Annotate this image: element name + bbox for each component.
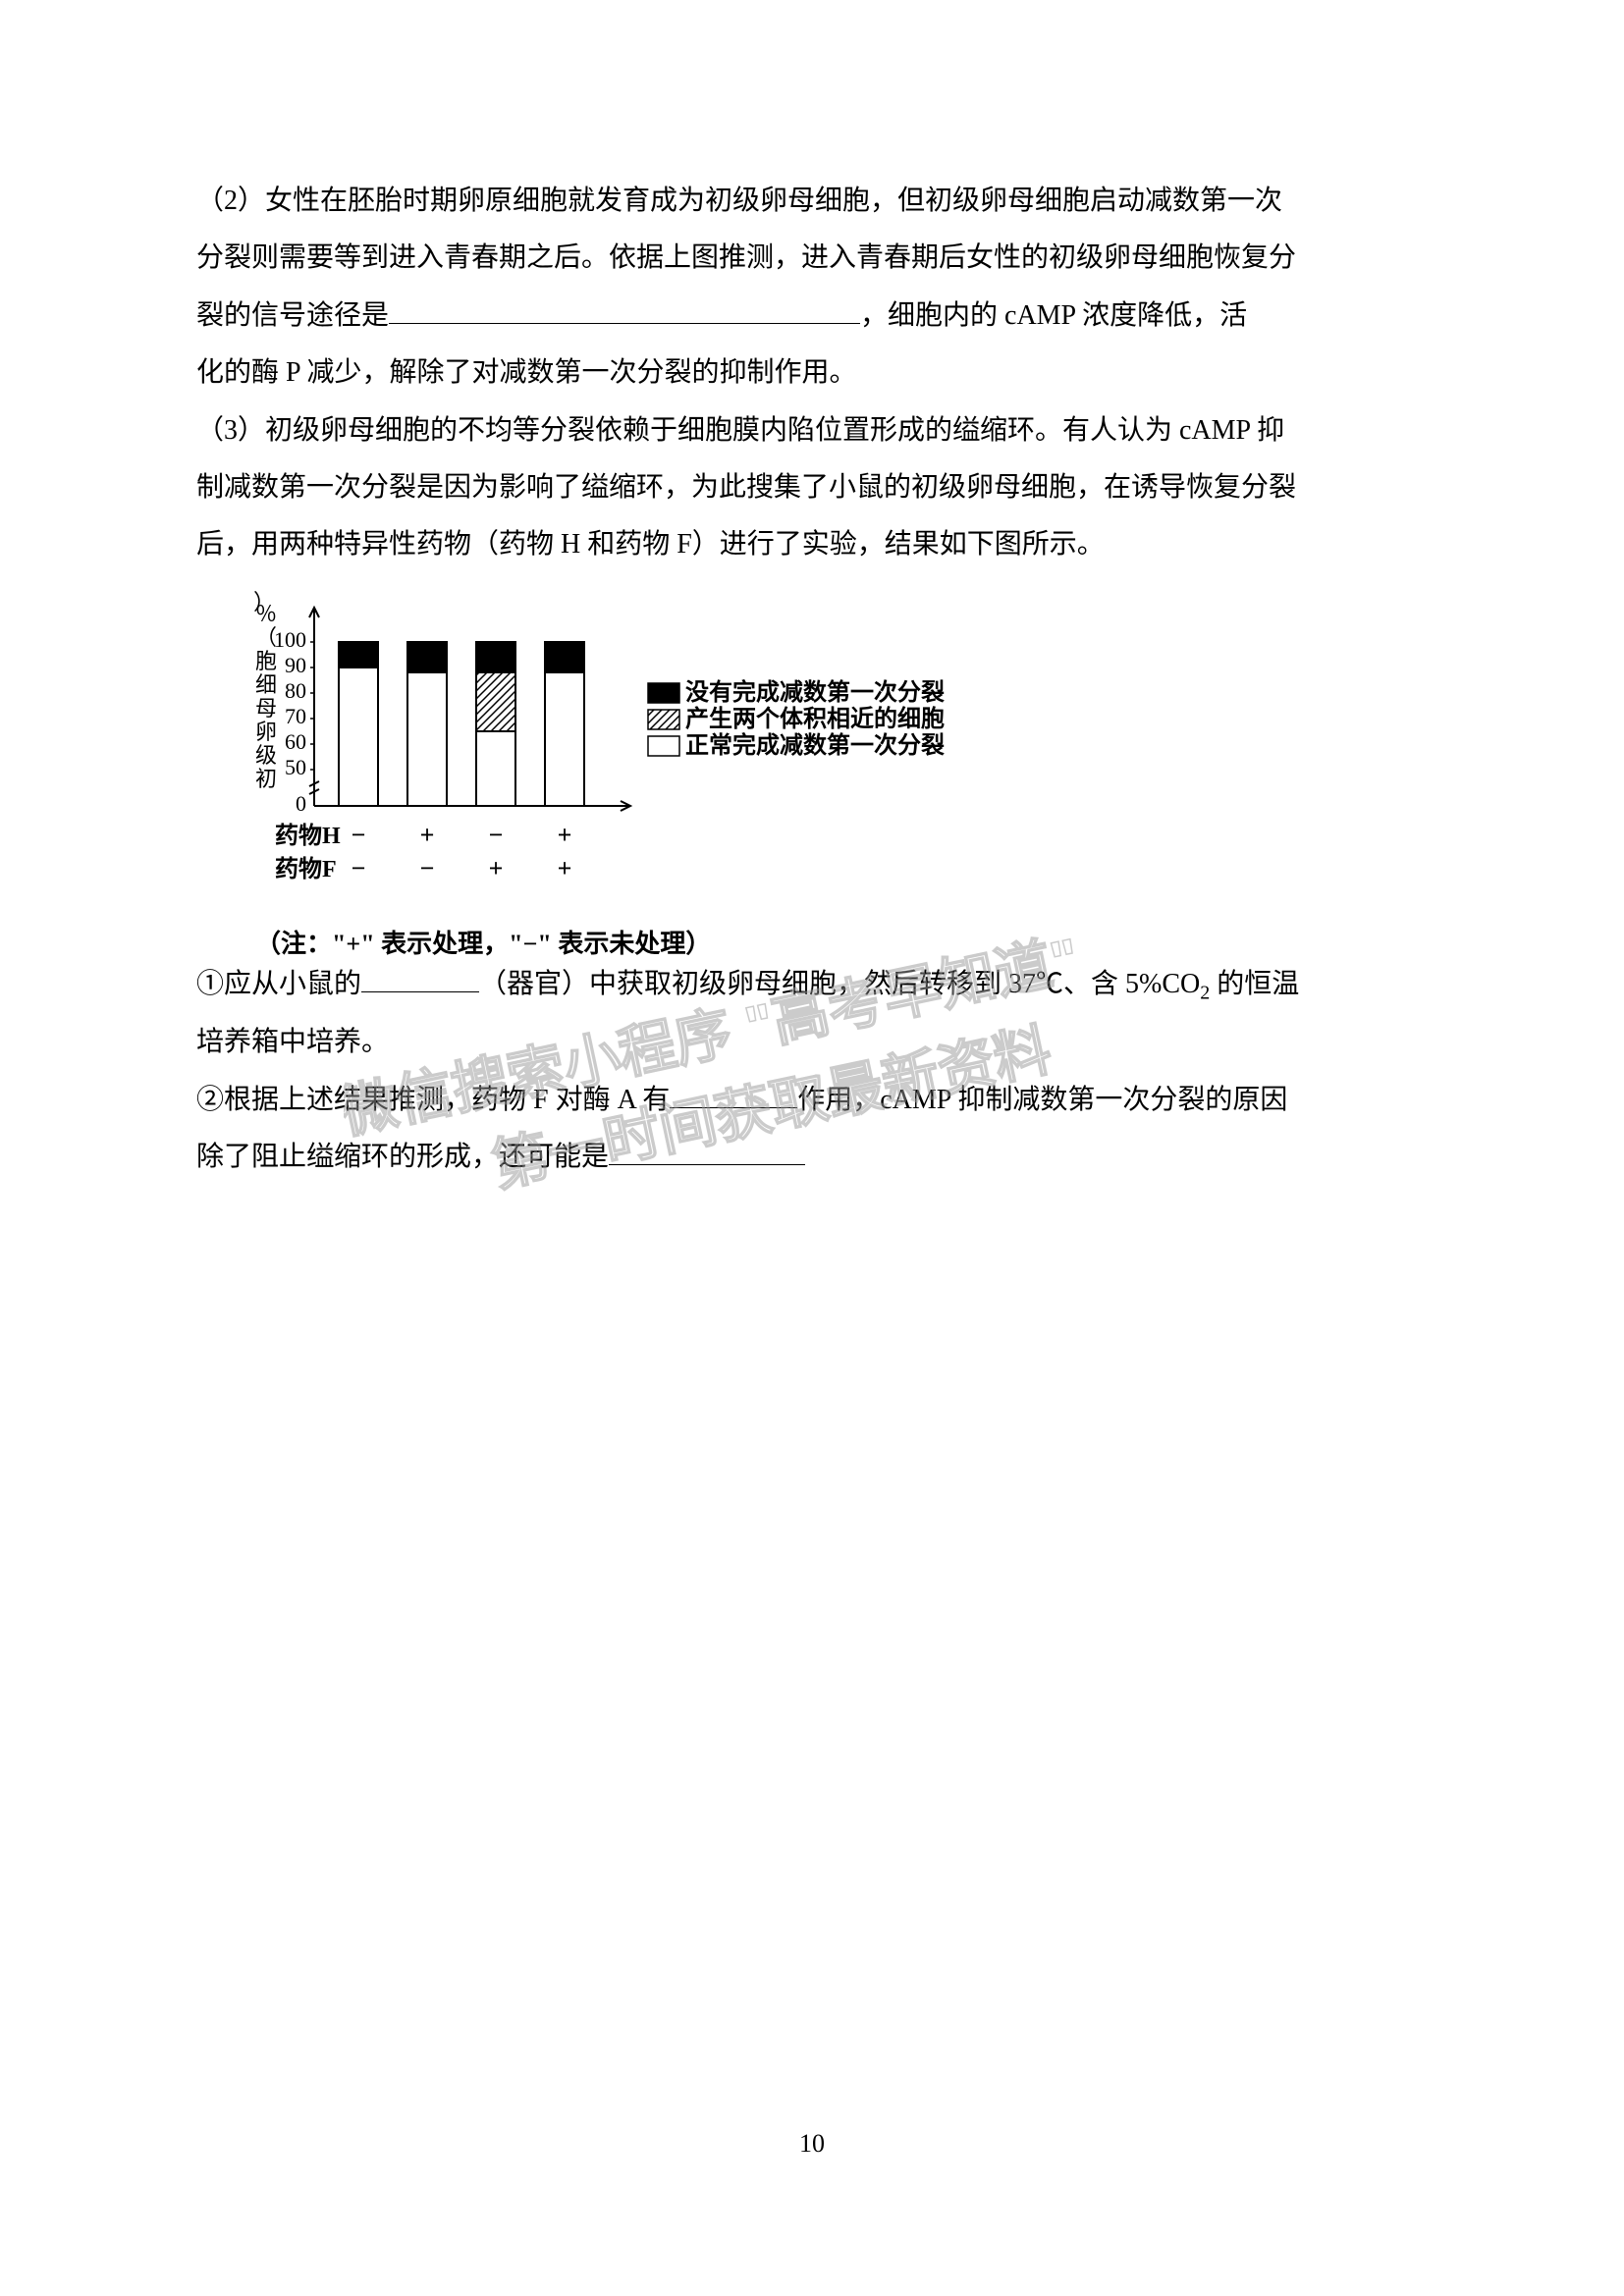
text-span: 的恒温 bbox=[1210, 969, 1299, 999]
legend-swatch-white bbox=[648, 736, 679, 756]
bar-group-3 bbox=[476, 642, 515, 806]
y-axis-label: 初 级 卵 母 细 胞 （ ％ bbox=[255, 602, 283, 791]
bar-group-2 bbox=[407, 642, 447, 806]
paragraph-2-line2: 分裂则需要等到进入青春期之后。依据上图推测，进入青春期后女性的初级卵母细胞恢复分 bbox=[196, 234, 1428, 283]
drugf-4: + bbox=[558, 854, 572, 882]
bar-chart: 0 50 60 70 80 90 100 初 级 卵 母 细 胞 （ bbox=[216, 590, 1021, 914]
question-1-cont: 培养箱中培养。 bbox=[196, 1018, 1428, 1067]
ytick-90: 90 bbox=[285, 653, 306, 677]
blank-field[interactable] bbox=[670, 1085, 797, 1108]
blank-field[interactable] bbox=[361, 969, 479, 992]
text-span: ，细胞内的 cAMP 浓度降低，活 bbox=[860, 300, 1247, 331]
ytick-50: 50 bbox=[285, 755, 306, 779]
legend-label-1: 没有完成减数第一次分裂 bbox=[685, 678, 945, 706]
bar-group-4 bbox=[545, 642, 584, 806]
text-span: ①应从小鼠的 bbox=[196, 969, 361, 999]
page-number: 10 bbox=[799, 2129, 825, 2159]
question-1: ①应从小鼠的 （器官）中获取初级卵母细胞，然后转移到 37℃、含 5%CO2 的恒… bbox=[196, 960, 1428, 1011]
drugh-1: − bbox=[352, 821, 366, 849]
page-content: （2）女性在胚胎时期卵原细胞就发育成为初级卵母细胞，但初级卵母细胞启动减数第一次… bbox=[0, 0, 1624, 1183]
ytick-70: 70 bbox=[285, 704, 306, 728]
row-label-h: 药物H bbox=[275, 823, 341, 849]
drugh-2: + bbox=[420, 821, 435, 849]
chart-svg: 0 50 60 70 80 90 100 初 级 卵 母 细 胞 （ bbox=[216, 590, 1021, 914]
ytick-0: 0 bbox=[296, 791, 306, 816]
ytick-60: 60 bbox=[285, 729, 306, 754]
paragraph-3-line1: （3）初级卵母细胞的不均等分裂依赖于细胞膜内陷位置形成的缢缩环。有人认为 cAM… bbox=[196, 406, 1428, 455]
text-span: 裂的信号途径是 bbox=[196, 300, 389, 331]
blank-field[interactable] bbox=[609, 1142, 805, 1165]
y-axis-label-paren: ） bbox=[253, 590, 275, 614]
chart-note: （注："+" 表示处理，"−" 表示未处理） bbox=[255, 924, 1428, 960]
subscript-2: 2 bbox=[1200, 982, 1210, 1003]
text-span: （器官）中获取初级卵母细胞，然后转移到 37℃、含 5%CO bbox=[479, 969, 1200, 999]
paragraph-2-line4: 化的酶 P 减少，解除了对减数第一次分裂的抑制作用。 bbox=[196, 348, 1428, 398]
paragraph-2-line1: （2）女性在胚胎时期卵原细胞就发育成为初级卵母细胞，但初级卵母细胞启动减数第一次 bbox=[196, 177, 1428, 226]
paragraph-3-line3: 后，用两种特异性药物（药物 H 和药物 F）进行了实验，结果如下图所示。 bbox=[196, 520, 1428, 569]
blank-field[interactable] bbox=[389, 300, 860, 324]
text-span: ②根据上述结果推测，药物 F 对酶 A 有 bbox=[196, 1085, 670, 1115]
drugh-4: + bbox=[558, 821, 572, 849]
row-label-f: 药物F bbox=[275, 856, 337, 882]
drugf-3: + bbox=[489, 854, 504, 882]
legend-label-2: 产生两个体积相近的细胞 bbox=[685, 705, 945, 732]
paragraph-2-line3: 裂的信号途径是 ，细胞内的 cAMP 浓度降低，活 bbox=[196, 292, 1428, 341]
text-span: 除了阻止缢缩环的形成，还可能是 bbox=[196, 1142, 609, 1172]
legend-label-3: 正常完成减数第一次分裂 bbox=[685, 731, 945, 759]
drugf-1: − bbox=[352, 854, 366, 882]
paragraph-3-line2: 制减数第一次分裂是因为影响了缢缩环，为此搜集了小鼠的初级卵母细胞，在诱导恢复分裂 bbox=[196, 463, 1428, 512]
text-span: 作用，cAMP 抑制减数第一次分裂的原因 bbox=[797, 1085, 1287, 1115]
bar-group-1 bbox=[339, 642, 378, 806]
ytick-80: 80 bbox=[285, 678, 306, 703]
drugh-3: − bbox=[489, 821, 504, 849]
legend-swatch-black bbox=[648, 683, 679, 703]
legend-swatch-hatch bbox=[648, 710, 679, 729]
question-2: ②根据上述结果推测，药物 F 对酶 A 有 作用，cAMP 抑制减数第一次分裂的原… bbox=[196, 1076, 1428, 1125]
drugf-2: − bbox=[420, 854, 435, 882]
question-2-cont: 除了阻止缢缩环的形成，还可能是 bbox=[196, 1133, 1428, 1182]
